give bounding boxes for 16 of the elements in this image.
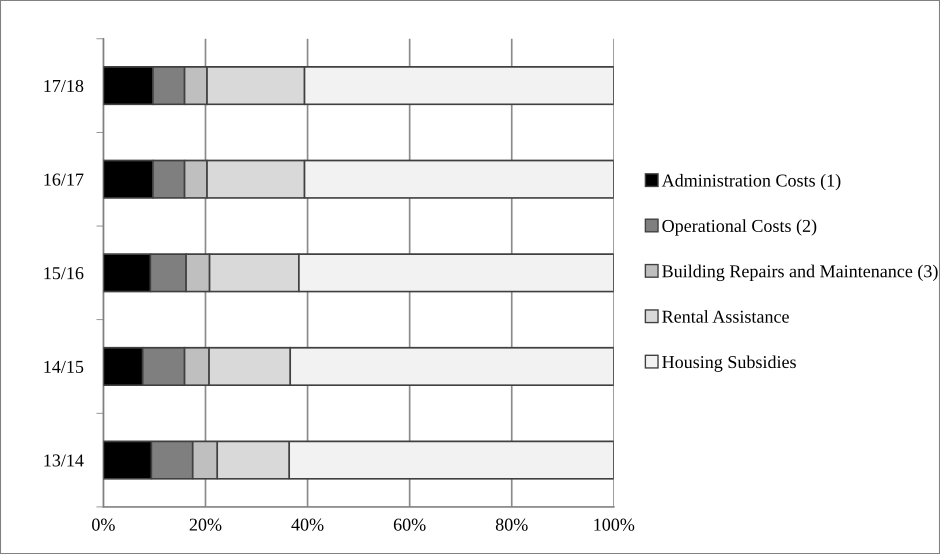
x-tick-label: 100% xyxy=(594,518,634,531)
y-tick-label: 13/14 xyxy=(44,454,84,467)
x-tick-label: 20% xyxy=(190,518,222,531)
y-tick-label: 17/18 xyxy=(44,80,84,92)
legend-label: Administration Costs (1) xyxy=(662,174,840,190)
legend-label: Housing Subsidies xyxy=(662,355,796,372)
x-tick-label: 60% xyxy=(394,518,426,531)
y-tick-label: 16/17 xyxy=(44,174,84,186)
legend-label: Operational Costs (2) xyxy=(662,219,816,236)
x-tick-label: 0% xyxy=(92,518,115,531)
x-tick-label: 40% xyxy=(291,518,324,531)
legend-label: Rental Assistance xyxy=(662,310,789,323)
y-tick-label: 15/16 xyxy=(44,267,84,280)
legend-label: Building Repairs and Maintenance (3) xyxy=(662,264,938,282)
y-tick-label: 14/15 xyxy=(44,360,84,373)
x-tick-label: 80% xyxy=(496,518,528,531)
